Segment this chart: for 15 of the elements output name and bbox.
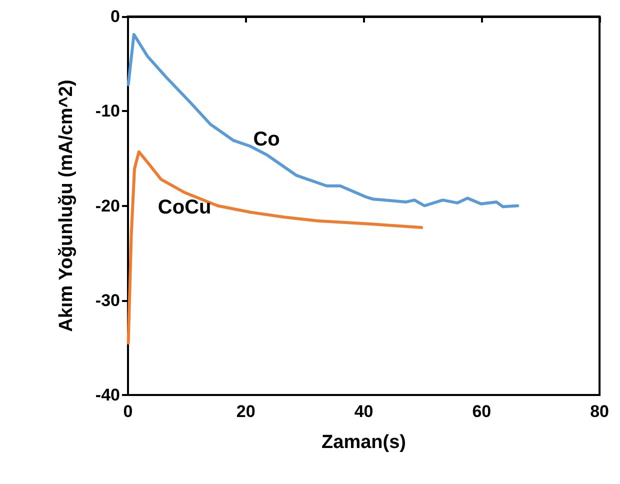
x-tick-label: 40 xyxy=(354,402,374,421)
series-label: CoCu xyxy=(158,196,212,219)
x-tick-label: 80 xyxy=(590,402,610,421)
y-tick-label: 0 xyxy=(110,7,120,26)
y-tick-label: -10 xyxy=(95,102,120,121)
series-label: Co xyxy=(253,128,280,151)
y-tick-label: -30 xyxy=(95,290,120,310)
x-tick-label: 0 xyxy=(123,402,133,421)
y-axis-title: Akım Yoğunluğu (mA/cm^2) xyxy=(56,80,77,332)
line-series xyxy=(126,150,424,344)
x-tick-label: 20 xyxy=(236,402,256,421)
x-axis-title: Zaman(s) xyxy=(322,432,406,453)
y-tick-label: -20 xyxy=(95,196,120,216)
x-tick-label: 60 xyxy=(472,402,492,421)
y-tick-label: -40 xyxy=(95,386,120,404)
